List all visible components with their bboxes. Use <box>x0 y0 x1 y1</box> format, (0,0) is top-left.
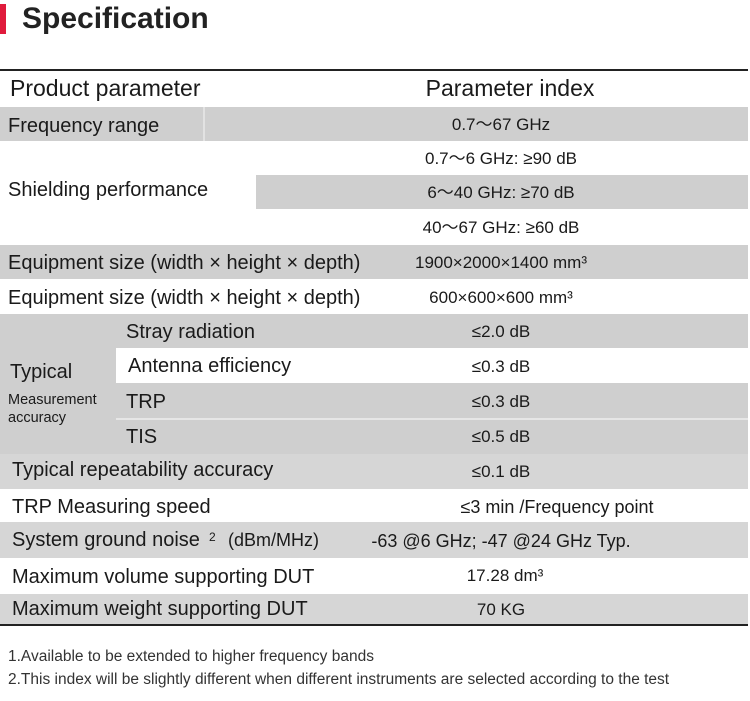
repeatability-label: Typical repeatability accuracy <box>12 459 274 481</box>
max-weight-value: 70 KG <box>476 600 526 619</box>
max-volume-value: 17.28 dm³ <box>466 566 544 585</box>
equipment-size-2-value: 600×600×600 mm³ <box>429 288 573 307</box>
tis-value: ≤0.5 dB <box>471 427 531 446</box>
antenna-efficiency-label: Antenna efficiency <box>128 355 292 377</box>
ground-noise-footnote-mark: 2 <box>209 530 216 544</box>
shielding-value-3: 40～67 GHz: ≥60 dB <box>422 218 580 237</box>
max-volume-label: Maximum volume supporting DUT <box>12 566 315 588</box>
row-ground-noise <box>0 522 748 558</box>
equipment-size-1-value: 1900×2000×1400 mm³ <box>414 253 588 272</box>
trp-value: ≤0.3 dB <box>471 392 531 411</box>
row-max-weight <box>0 594 748 624</box>
title-accent-bar <box>0 4 6 34</box>
frequency-range-label: Frequency range <box>8 115 160 137</box>
typical-sub-label-1: Measurement <box>8 392 97 408</box>
shielding-band-highlight <box>256 175 748 209</box>
shielding-label: Shielding performance <box>8 179 209 201</box>
header-product-parameter: Product parameter <box>10 75 201 101</box>
row-divider <box>203 107 205 141</box>
ground-noise-label: System ground noise <box>12 529 200 551</box>
equipment-size-2-label: Equipment size (width × height × depth) <box>8 287 361 309</box>
header-parameter-index: Parameter index <box>425 75 595 101</box>
row-equipment-size-1 <box>0 245 748 279</box>
repeatability-value: ≤0.1 dB <box>471 462 531 481</box>
page-title: Specification <box>22 2 209 35</box>
ground-noise-value: -63 @6 GHz; -47 @24 GHz Typ. <box>371 531 631 551</box>
tis-label: TIS <box>126 426 158 448</box>
footnote-1: 1.Available to be extended to higher fre… <box>8 648 374 665</box>
typical-accuracy-block <box>0 314 748 454</box>
row-divider <box>116 418 748 420</box>
stray-radiation-label: Stray radiation <box>126 321 255 343</box>
trp-label: TRP <box>126 391 166 413</box>
stray-radiation-value: ≤2.0 dB <box>471 322 531 341</box>
antenna-efficiency-row-bg <box>116 348 748 383</box>
table-bottom-rule <box>0 624 748 626</box>
row-repeatability <box>0 454 748 489</box>
antenna-efficiency-value: ≤0.3 dB <box>471 357 531 376</box>
ground-noise-unit: (dBm/MHz) <box>228 530 319 550</box>
trp-speed-value: ≤3 min /Frequency point <box>460 497 654 517</box>
shielding-value-1: 0.7～6 GHz: ≥90 dB <box>424 149 578 168</box>
typical-label: Typical <box>10 361 73 383</box>
trp-speed-label: TRP Measuring speed <box>12 496 211 518</box>
shielding-value-2: 6～40 GHz: ≥70 dB <box>427 183 575 202</box>
row-frequency-range <box>0 107 748 141</box>
typical-sub-label-2: accuracy <box>8 410 67 426</box>
equipment-size-1-label: Equipment size (width × height × depth) <box>8 252 361 274</box>
footnote-2: 2.This index will be slightly different … <box>8 671 670 688</box>
max-weight-label: Maximum weight supporting DUT <box>12 598 308 620</box>
table-top-rule <box>0 69 748 71</box>
frequency-range-value: 0.7～67 GHz <box>451 115 551 134</box>
